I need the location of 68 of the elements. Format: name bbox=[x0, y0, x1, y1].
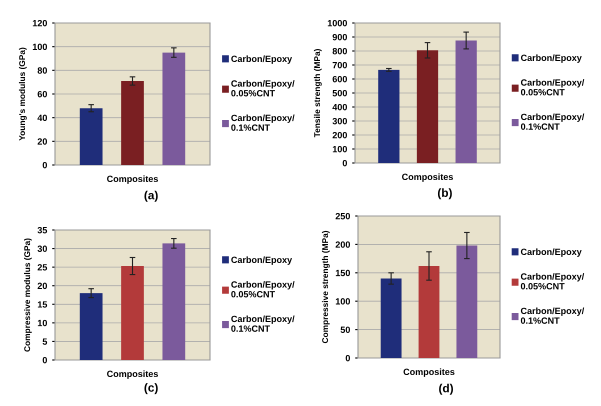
y-tick-label: 30 bbox=[38, 246, 47, 252]
y-tick-label: 80 bbox=[38, 67, 47, 74]
y-tick-label: 10 bbox=[38, 320, 47, 326]
y-tick-label: 0 bbox=[42, 162, 47, 168]
y-tick-label: 300 bbox=[332, 118, 347, 124]
bar bbox=[456, 246, 478, 358]
y-axis-title: Young's modulus (GPa) bbox=[18, 48, 27, 141]
y-tick-label: 1000 bbox=[328, 20, 347, 26]
text: (b) bbox=[438, 188, 452, 200]
x-axis-title: Composites bbox=[402, 173, 453, 182]
bar bbox=[121, 80, 144, 165]
y-tick-label: 100 bbox=[336, 298, 350, 305]
y-tick-label: 200 bbox=[336, 241, 350, 248]
y-tick-label: 20 bbox=[38, 282, 47, 290]
legend-label: Carbon/Epoxy/ 0.1%CNT bbox=[231, 315, 295, 332]
y-tick-label: 600 bbox=[332, 76, 347, 82]
y-tick-label: 35 bbox=[38, 226, 48, 234]
y-tick-label: 100 bbox=[332, 146, 347, 152]
legend-label: Carbon/Epoxy/ 0.1%CNT bbox=[520, 113, 584, 130]
y-tick-label: 40 bbox=[37, 114, 47, 122]
y-tick-label: 25 bbox=[38, 264, 48, 271]
legend-label: Carbon/Epoxy/ 0.1%CNT bbox=[231, 114, 295, 131]
bar bbox=[80, 293, 103, 360]
y-tick-label: 120 bbox=[32, 20, 47, 26]
text: (c) bbox=[144, 383, 158, 394]
legend-label: Carbon/Epoxy/ 0.05%CNT bbox=[520, 79, 584, 96]
y-tick-label: 700 bbox=[332, 62, 347, 68]
legend-label: Carbon/Epoxy/ 0.05%CNT bbox=[231, 281, 295, 298]
y-tick-label: 400 bbox=[332, 104, 347, 110]
y-tick-label: 200 bbox=[332, 132, 347, 138]
bar bbox=[416, 50, 438, 163]
bar bbox=[418, 266, 440, 358]
bar bbox=[121, 266, 144, 360]
y-tick-label: 250 bbox=[336, 212, 350, 220]
legend-label: Carbon/Epoxy bbox=[520, 248, 582, 257]
y-axis-title: Tensile strength (MPa) bbox=[314, 49, 322, 138]
y-axis-title: Compressive modulus (GPa) bbox=[24, 238, 32, 352]
y-tick-label: 100 bbox=[32, 44, 47, 50]
legend-label: Carbon/Epoxy bbox=[231, 55, 292, 64]
legend-label: Carbon/Epoxy bbox=[520, 54, 582, 63]
bar bbox=[380, 278, 402, 358]
bar bbox=[80, 108, 103, 165]
y-tick-label: 20 bbox=[38, 138, 47, 145]
y-tick-label: 0 bbox=[346, 354, 350, 362]
legend-label: Carbon/Epoxy/ 0.1%CNT bbox=[520, 307, 584, 324]
y-tick-label: 500 bbox=[332, 90, 347, 96]
y-tick-label: 50 bbox=[340, 326, 350, 333]
text: (a) bbox=[144, 190, 158, 202]
y-tick-label: 15 bbox=[38, 301, 48, 308]
y-tick-label: 800 bbox=[332, 48, 347, 54]
bar bbox=[162, 243, 186, 360]
y-tick-label: 5 bbox=[42, 338, 48, 345]
y-axis-title: Compressive strength (MPa) bbox=[322, 230, 330, 344]
y-tick-label: 0 bbox=[42, 356, 47, 364]
legend-label: Carbon/Epoxy/ 0.05%CNT bbox=[231, 80, 295, 96]
y-tick-label: 0 bbox=[342, 160, 347, 166]
x-axis-title: Composites bbox=[107, 175, 158, 184]
text: (d) bbox=[439, 384, 453, 395]
legend-label: Carbon/Epoxy/ 0.05%CNT bbox=[520, 273, 584, 290]
legend-label: Carbon/Epoxy bbox=[231, 256, 292, 265]
y-tick-label: 900 bbox=[332, 34, 347, 40]
y-tick-label: 150 bbox=[336, 270, 350, 276]
y-tick-label: 60 bbox=[38, 90, 47, 98]
bar bbox=[162, 52, 186, 165]
bar bbox=[378, 70, 400, 163]
bar bbox=[456, 40, 477, 163]
x-axis-title: Composites bbox=[107, 370, 158, 379]
x-axis-title: Composites bbox=[404, 368, 454, 377]
